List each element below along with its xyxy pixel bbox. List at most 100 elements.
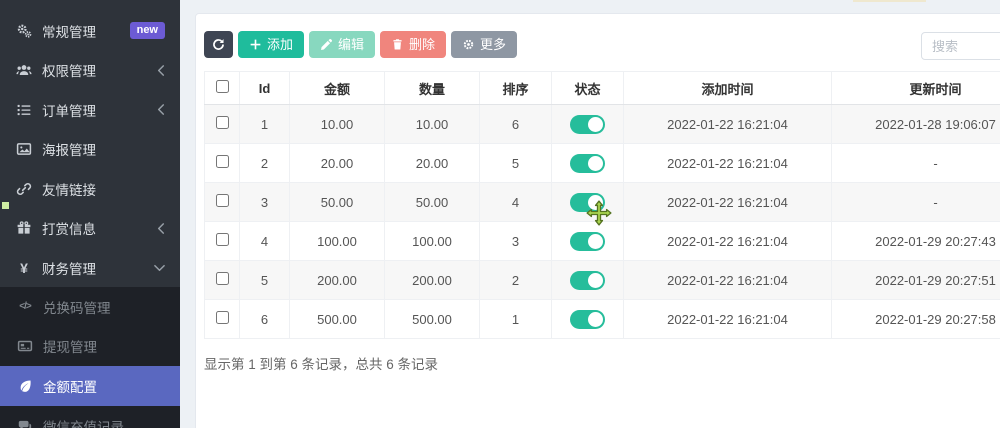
status-toggle[interactable] xyxy=(570,231,605,251)
sidebar-item-label: 友情链接 xyxy=(42,182,96,198)
cell-updated: 2022-01-29 20:27:43 xyxy=(831,221,1000,261)
cell-id: 4 xyxy=(239,221,290,261)
cell-id: 1 xyxy=(239,104,290,144)
cell-quantity: 100.00 xyxy=(384,221,480,261)
cell-id: 5 xyxy=(239,260,290,300)
cell-updated: 2022-01-28 19:06:07 xyxy=(831,104,1000,144)
delete-button-label: 删除 xyxy=(409,37,436,52)
chevron-left-icon xyxy=(157,223,165,234)
top-tab-artifact xyxy=(853,0,926,2)
sidebar-item-orders[interactable]: 订单管理 xyxy=(0,90,180,130)
cell-id: 2 xyxy=(239,143,290,183)
row-checkbox[interactable] xyxy=(215,116,229,129)
refresh-icon xyxy=(212,38,225,51)
cell-amount: 10.00 xyxy=(289,104,385,144)
status-toggle[interactable] xyxy=(570,153,605,173)
sidebar-main-menu: 常规管理 new 权限管理 订单管理 海报管理 友情链接 xyxy=(0,0,180,288)
delete-button[interactable]: 删除 xyxy=(380,31,447,58)
cell-amount: 50.00 xyxy=(289,182,385,222)
chevron-left-icon xyxy=(157,104,165,115)
cell-id: 3 xyxy=(239,182,290,222)
cell-amount: 200.00 xyxy=(289,260,385,300)
plus-icon xyxy=(249,38,262,51)
sidebar-item-posters[interactable]: 海报管理 xyxy=(0,130,180,170)
sidebar-item-links[interactable]: 友情链接 xyxy=(0,169,180,209)
row-checkbox[interactable] xyxy=(215,311,229,324)
cell-id: 6 xyxy=(239,299,290,339)
more-button[interactable]: 更多 xyxy=(451,31,518,58)
cell-created: 2022-01-22 16:21:04 xyxy=(623,221,832,261)
comments-icon xyxy=(16,417,34,428)
status-toggle[interactable] xyxy=(570,309,605,329)
row-checkbox[interactable] xyxy=(215,155,229,168)
sidebar-item-label: 常规管理 xyxy=(42,24,96,40)
status-toggle[interactable] xyxy=(570,270,605,290)
cell-quantity: 10.00 xyxy=(384,104,480,144)
leaf-icon xyxy=(16,377,34,395)
row-checkbox[interactable] xyxy=(215,194,229,207)
table-header-row: Id 金额 数量 排序 状态 添加时间 更新时间 xyxy=(204,71,1000,105)
cell-sort: 4 xyxy=(479,182,552,222)
sidebar-item-general[interactable]: 常规管理 new xyxy=(0,11,180,51)
add-button[interactable]: 添加 xyxy=(238,31,305,58)
cell-amount: 500.00 xyxy=(289,299,385,339)
submenu-item-label: 兑换码管理 xyxy=(43,300,111,316)
list-icon xyxy=(15,101,33,119)
column-header-sort: 排序 xyxy=(479,71,552,105)
row-checkbox[interactable] xyxy=(215,272,229,285)
select-all-checkbox[interactable] xyxy=(215,80,229,93)
sidebar-item-finance[interactable]: ¥ 财务管理 xyxy=(0,248,180,288)
table-row[interactable]: 5 200.00 200.00 2 2022-01-22 16:21:04 20… xyxy=(204,260,1000,300)
card-icon xyxy=(16,337,34,355)
submenu-item-amount-config[interactable]: 金额配置 xyxy=(0,366,180,406)
sidebar-item-label: 财务管理 xyxy=(42,261,96,277)
refresh-button[interactable] xyxy=(204,31,233,58)
finance-submenu: </> 兑换码管理 提现管理 金额配置 微信充值记录 xyxy=(0,287,180,428)
main-content: 添加 编辑 删除 更多 xyxy=(180,0,1000,428)
cell-quantity: 200.00 xyxy=(384,260,480,300)
chevron-down-icon xyxy=(154,264,165,272)
status-toggle[interactable] xyxy=(570,192,605,212)
cell-created: 2022-01-22 16:21:04 xyxy=(623,182,832,222)
edit-button-label: 编辑 xyxy=(338,37,365,52)
more-button-label: 更多 xyxy=(480,37,507,52)
image-icon xyxy=(15,140,33,158)
status-toggle[interactable] xyxy=(570,114,605,134)
chevron-left-icon xyxy=(157,65,165,76)
column-header-updated: 更新时间 xyxy=(831,71,1000,105)
sidebar: 常规管理 new 权限管理 订单管理 海报管理 友情链接 xyxy=(0,0,180,428)
column-header-quantity: 数量 xyxy=(384,71,480,105)
cell-quantity: 20.00 xyxy=(384,143,480,183)
submenu-item-label: 金额配置 xyxy=(43,379,97,395)
cell-sort: 2 xyxy=(479,260,552,300)
sidebar-item-permissions[interactable]: 权限管理 xyxy=(0,51,180,91)
amount-config-table: Id 金额 数量 排序 状态 添加时间 更新时间 1 10.00 10.00 xyxy=(204,71,1000,339)
row-checkbox[interactable] xyxy=(215,233,229,246)
trash-icon xyxy=(391,38,404,51)
edit-button[interactable]: 编辑 xyxy=(309,31,376,58)
cell-updated: - xyxy=(831,182,1000,222)
table-row[interactable]: 2 20.00 20.00 5 2022-01-22 16:21:04 - xyxy=(204,143,1000,183)
table-row[interactable]: 1 10.00 10.00 6 2022-01-22 16:21:04 2022… xyxy=(204,104,1000,144)
table-card: 添加 编辑 删除 更多 xyxy=(195,13,1000,428)
column-header-status: 状态 xyxy=(551,71,624,105)
table-row[interactable]: 4 100.00 100.00 3 2022-01-22 16:21:04 20… xyxy=(204,221,1000,261)
submenu-item-withdrawals[interactable]: 提现管理 xyxy=(0,327,180,367)
link-icon xyxy=(15,180,33,198)
sidebar-item-label: 权限管理 xyxy=(42,64,96,80)
sidebar-item-label: 订单管理 xyxy=(42,103,96,119)
new-badge: new xyxy=(129,22,165,40)
submenu-item-redeem-codes[interactable]: </> 兑换码管理 xyxy=(0,287,180,327)
cell-created: 2022-01-22 16:21:04 xyxy=(623,299,832,339)
code-icon: </> xyxy=(19,300,31,312)
table-row[interactable]: 6 500.00 500.00 1 2022-01-22 16:21:04 20… xyxy=(204,299,1000,339)
cell-updated: - xyxy=(831,143,1000,183)
cell-amount: 20.00 xyxy=(289,143,385,183)
cell-quantity: 500.00 xyxy=(384,299,480,339)
submenu-item-label: 微信充值记录 xyxy=(43,419,124,428)
search-input[interactable] xyxy=(921,32,1000,60)
table-row[interactable]: 3 50.00 50.00 4 2022-01-22 16:21:04 - xyxy=(204,182,1000,222)
sidebar-item-rewards[interactable]: 打赏信息 xyxy=(0,209,180,249)
submenu-item-wechat-recharge[interactable]: 微信充值记录 xyxy=(0,406,180,428)
column-header-id: Id xyxy=(239,71,290,105)
